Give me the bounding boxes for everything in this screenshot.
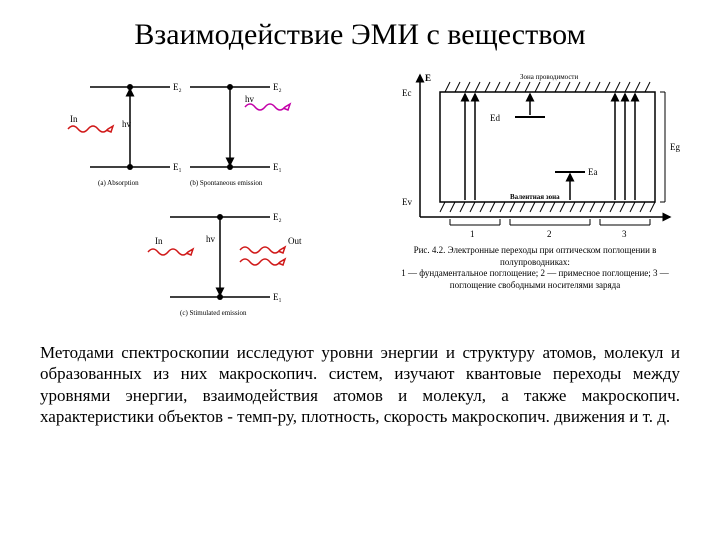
panel-c-out-wave2: [240, 259, 285, 265]
xtick-1: 1: [470, 229, 475, 239]
eg-label: Eg: [670, 142, 680, 152]
emission-absorption-svg: E₂ E₁ In hv (a) Absorption E₂ E₁ hv: [30, 62, 350, 332]
right-caption-title: Рис. 4.2. Электронные переходы при оптич…: [385, 245, 685, 268]
right-figure: E Зона проводимости: [370, 62, 690, 332]
axis-e-label: E: [425, 73, 431, 83]
page-title: Взаимодействие ЭМИ с веществом: [0, 0, 720, 62]
body-paragraph: Методами спектроскопии исследуют уровни …: [0, 332, 720, 427]
conduction-band-label: Зона проводимости: [520, 73, 578, 81]
panel-a: E₂ E₁ In hv (a) Absorption: [68, 82, 182, 187]
panel-c-e1: E₁: [273, 292, 282, 302]
diagram-row: E₂ E₁ In hv (a) Absorption E₂ E₁ hv: [0, 62, 720, 332]
ed-label: Ed: [490, 113, 500, 123]
panel-c-in-wave: [148, 249, 193, 255]
panel-b-wave: [245, 104, 290, 110]
panel-c-caption: (c) Stimulated emission: [180, 309, 247, 317]
panel-a-in: In: [70, 114, 78, 124]
panel-a-hv: hv: [122, 119, 132, 129]
ec-label: Ec: [402, 88, 412, 98]
semiconductor-svg: E Зона проводимости: [370, 62, 690, 332]
valence-band-hatch: [440, 202, 655, 212]
panel-c-in: In: [155, 236, 163, 246]
panel-b-e2: E₂: [273, 82, 282, 92]
panel-b-e1: E₁: [273, 162, 282, 172]
panel-b-hv: hv: [245, 94, 255, 104]
panel-a-caption: (a) Absorption: [98, 179, 139, 187]
xtick-2: 2: [547, 229, 552, 239]
panel-a-e1: E₁: [173, 162, 182, 172]
panel-a-e2: E₂: [173, 82, 182, 92]
left-figure: E₂ E₁ In hv (a) Absorption E₂ E₁ hv: [30, 62, 350, 332]
panel-c-out-wave1: [240, 247, 285, 253]
panel-a-wave: [68, 126, 113, 132]
panel-b: E₂ E₁ hv (b) Spontaneous emission: [190, 82, 290, 187]
panel-b-caption: (b) Spontaneous emission: [190, 179, 263, 187]
ea-label: Ea: [588, 167, 598, 177]
x-brackets: 1 2 3: [450, 219, 650, 239]
panel-c-e2: E₂: [273, 212, 282, 222]
panel-c-hv: hv: [206, 234, 216, 244]
valence-band-label: Валентная зона: [510, 193, 560, 201]
xtick-3: 3: [622, 229, 627, 239]
panel-c: E₂ E₁ In hv Out (c) Stimulated emission: [148, 212, 302, 317]
right-caption-body: 1 — фундаментальное поглощение; 2 — прим…: [385, 268, 685, 291]
ev-label: Ev: [402, 197, 412, 207]
conduction-band-hatch: [445, 82, 650, 92]
panel-c-out: Out: [288, 236, 302, 246]
